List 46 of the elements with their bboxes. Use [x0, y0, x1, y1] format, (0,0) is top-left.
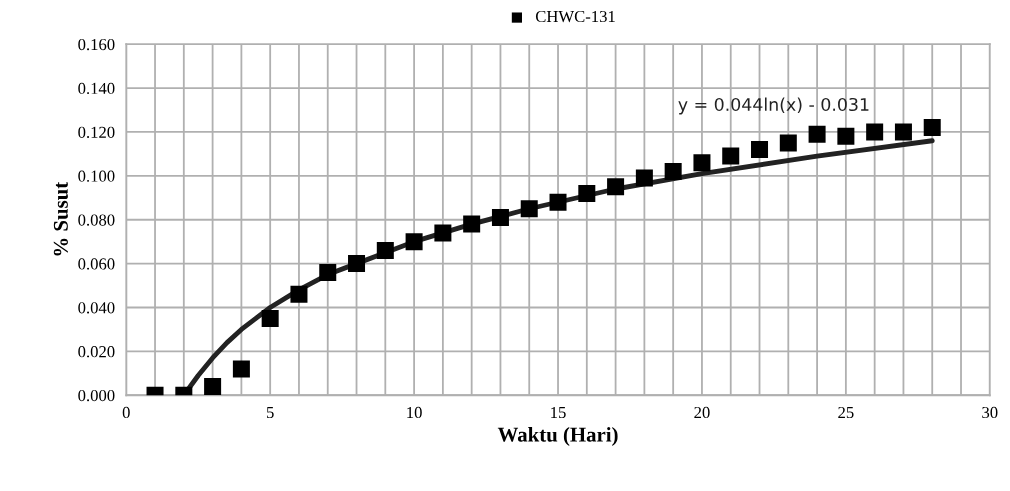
- point: [722, 147, 740, 165]
- point: [693, 154, 711, 172]
- x-tick-label: 10: [407, 406, 422, 419]
- point: [463, 215, 481, 233]
- y-tick-label: 0.100: [78, 170, 115, 182]
- point: [578, 184, 596, 202]
- point: [434, 224, 452, 242]
- y-tick-label: 0.060: [78, 258, 115, 270]
- point: [751, 141, 769, 159]
- point: [837, 127, 855, 145]
- point: [635, 169, 653, 187]
- x-tick-label: 0: [122, 406, 130, 419]
- point: [319, 263, 337, 281]
- x-tick-label: 5: [266, 407, 274, 419]
- x-tick-label: 25: [838, 406, 854, 419]
- point: [290, 285, 308, 303]
- point: [808, 125, 826, 143]
- point: [549, 193, 567, 211]
- x-tick-label: 20: [694, 406, 710, 419]
- point: [607, 178, 625, 196]
- point: [923, 119, 941, 137]
- point: [204, 377, 222, 395]
- point: [520, 200, 538, 218]
- y-tick-label: 0.000: [78, 389, 115, 402]
- point: [866, 123, 884, 141]
- point: [405, 233, 423, 251]
- y-tick-label: 0.160: [78, 38, 115, 51]
- x-tick-label: 15: [551, 406, 566, 419]
- point: [491, 209, 509, 227]
- legend-label: CHWC-131: [535, 10, 615, 23]
- point: [779, 134, 797, 152]
- x-axis-title: Waktu (Hari): [497, 427, 618, 446]
- y-tick-label: 0.080: [78, 214, 115, 226]
- annotation: y = 0.044ln(x) - 0.031: [678, 97, 869, 115]
- point: [376, 241, 394, 259]
- y-tick-label: 0.140: [78, 82, 115, 95]
- point: [894, 123, 912, 141]
- y-tick-label: 0.040: [78, 302, 115, 314]
- y-tick-label: 0.120: [78, 126, 115, 138]
- x-tick-label: 30: [982, 406, 998, 419]
- point: [664, 162, 682, 180]
- y-axis-title: % Susut: [53, 181, 68, 256]
- y-tick-label: 0.020: [78, 346, 115, 358]
- point: [261, 309, 279, 327]
- point: [232, 360, 250, 378]
- point: [348, 255, 366, 273]
